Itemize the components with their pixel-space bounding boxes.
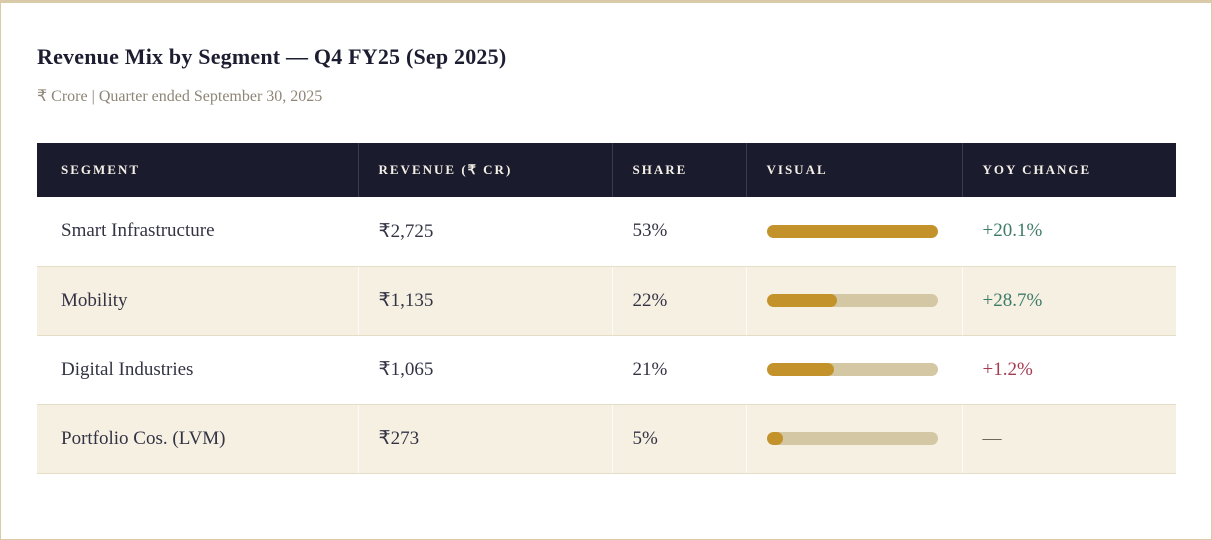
table-row: Portfolio Cos. (LVM) ₹273 5% —	[37, 404, 1176, 474]
cell-revenue: ₹2,725	[357, 197, 612, 267]
cell-revenue: ₹1,065	[357, 335, 612, 405]
column-header-yoy: YOY CHANGE	[961, 143, 1176, 197]
cell-revenue: ₹1,135	[357, 266, 612, 336]
share-bar-fill	[766, 224, 938, 238]
cell-share: 21%	[611, 335, 746, 405]
page-title: Revenue Mix by Segment — Q4 FY25 (Sep 20…	[37, 44, 507, 69]
page-subtitle: ₹ Crore | Quarter ended September 30, 20…	[37, 88, 323, 105]
column-header-revenue: REVENUE (₹ CR)	[357, 143, 612, 197]
table-header: SEGMENT REVENUE (₹ CR) SHARE VISUAL YOY …	[37, 143, 1176, 197]
cell-yoy: —	[961, 404, 1176, 474]
cell-yoy: +1.2%	[961, 335, 1176, 405]
cell-visual	[745, 335, 962, 405]
cell-yoy: +20.1%	[961, 197, 1176, 267]
cell-share: 5%	[611, 404, 746, 474]
share-bar-fill	[766, 294, 838, 307]
revenue-mix-table: SEGMENT REVENUE (₹ CR) SHARE VISUAL YOY …	[37, 143, 1176, 474]
cell-segment: Portfolio Cos. (LVM)	[37, 404, 358, 474]
table-row: Smart Infrastructure ₹2,725 53% +20.1%	[37, 197, 1176, 267]
cell-visual	[745, 266, 962, 336]
cell-visual	[745, 404, 962, 474]
table-row: Mobility ₹1,135 22% +28.7%	[37, 266, 1176, 336]
share-bar-fill	[766, 363, 835, 376]
share-bar-track	[766, 363, 938, 376]
share-bar-track	[766, 294, 938, 307]
cell-share: 53%	[611, 197, 746, 267]
cell-segment: Mobility	[37, 266, 358, 336]
column-header-segment: SEGMENT	[37, 143, 358, 197]
column-header-visual: VISUAL	[745, 143, 962, 197]
table-row: Digital Industries ₹1,065 21% +1.2%	[37, 335, 1176, 405]
share-bar-track	[766, 224, 938, 238]
cell-yoy: +28.7%	[961, 266, 1176, 336]
cell-segment: Smart Infrastructure	[37, 197, 358, 267]
cell-share: 22%	[611, 266, 746, 336]
share-bar-fill	[766, 432, 783, 445]
cell-revenue: ₹273	[357, 404, 612, 474]
share-bar-track	[766, 432, 938, 445]
table-body: Smart Infrastructure ₹2,725 53% +20.1% Mobil…	[37, 197, 1176, 474]
column-header-share: SHARE	[611, 143, 746, 197]
cell-segment: Digital Industries	[37, 335, 358, 405]
cell-visual	[745, 197, 962, 267]
